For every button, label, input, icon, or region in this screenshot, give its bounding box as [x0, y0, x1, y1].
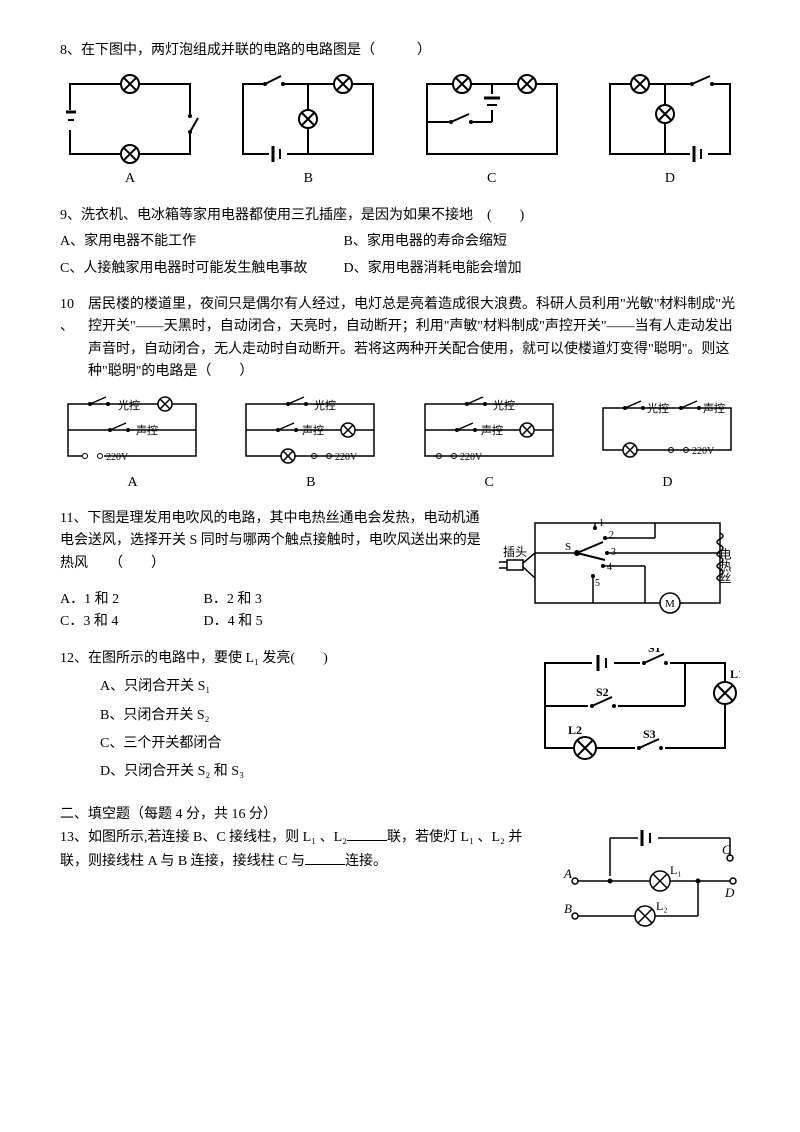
q9-opt-b: B、家用电器的寿命会缩短: [344, 231, 624, 253]
q8-text: 8、在下图中，两灯泡组成并联的电路的电路图是（ ）: [60, 40, 740, 62]
q13-p1: 13、如图所示,若连接 B、C 接线柱，则 L₁ 、L₂: [60, 830, 347, 845]
svg-text:L₁: L₁: [670, 863, 682, 877]
q8-label-c: C: [417, 168, 567, 190]
svg-text:光控: 光控: [314, 398, 336, 412]
svg-text:D: D: [724, 885, 735, 900]
q11-opt-c: C．3 和 4: [60, 611, 200, 633]
q10-label-a: A: [60, 472, 205, 494]
q10-label-d: D: [595, 472, 740, 494]
svg-text:L1: L1: [730, 667, 740, 681]
q10-stem: 居民楼的楼道里，夜间只是偶尔有人经过，电灯总是亮着造成很大浪费。科研人员利用"光…: [88, 294, 740, 384]
svg-text:5: 5: [595, 578, 600, 589]
q8-diagram-a: A: [60, 74, 200, 190]
q9-opt-d: D、家用电器消耗电能会增加: [344, 258, 624, 280]
svg-text:220V: 220V: [335, 452, 358, 463]
q13-blank-1[interactable]: [347, 826, 387, 841]
svg-text:光控: 光控: [493, 398, 515, 412]
svg-text:声控: 声控: [481, 423, 503, 437]
svg-text:S1: S1: [648, 648, 661, 655]
svg-text:声控: 声控: [302, 423, 324, 437]
question-12: S1 S2 L1 L2 S3 12、在图所示的电路中，要使 L₁ 发亮( ) A…: [60, 648, 740, 790]
svg-text:S3: S3: [643, 727, 656, 741]
q9-text: 9、洗衣机、电冰箱等家用电器都使用三孔插座，是因为如果不接地 ( ): [60, 205, 740, 227]
q13-blank-2[interactable]: [305, 850, 345, 865]
question-9: 9、洗衣机、电冰箱等家用电器都使用三孔插座，是因为如果不接地 ( ) A、家用电…: [60, 205, 740, 280]
q8-diagram-b: B: [233, 74, 383, 190]
q11-opt-b: B．2 和 3: [204, 589, 344, 611]
svg-text:声控: 声控: [703, 401, 725, 415]
q9-opt-c: C、人接触家用电器时可能发生触电事故: [60, 258, 340, 280]
question-8: 8、在下图中，两灯泡组成并联的电路的电路图是（ ）: [60, 40, 740, 191]
q11-plug-label: 插头: [503, 545, 527, 559]
svg-text:M: M: [665, 598, 675, 610]
q8-label-d: D: [600, 168, 740, 190]
question-11: 插头 1 2 3 4 5 S 电热丝: [60, 508, 740, 634]
svg-text:C: C: [722, 842, 731, 857]
q8-diagrams: A B: [60, 74, 740, 190]
q10-label-b: B: [238, 472, 383, 494]
q10-label-c: C: [417, 472, 562, 494]
q13-p3: 连接。: [345, 854, 387, 869]
svg-text:A: A: [563, 866, 572, 881]
svg-text:4: 4: [607, 562, 612, 573]
svg-text:2: 2: [609, 530, 614, 541]
q10a-v: 220V: [106, 452, 129, 463]
svg-text:1: 1: [599, 518, 604, 529]
q10-num: 10 、: [60, 294, 88, 384]
q8-diagram-d: D: [600, 74, 740, 190]
q11-opt-d: D．4 和 5: [204, 611, 344, 633]
svg-text:L₂: L₂: [656, 899, 668, 913]
question-10: 10 、 居民楼的楼道里，夜间只是偶尔有人经过，电灯总是亮着造成很大浪费。科研人…: [60, 294, 740, 494]
q12-figure: S1 S2 L1 L2 S3: [530, 648, 740, 763]
svg-text:220V: 220V: [460, 452, 483, 463]
q13-figure: C A L₁ D B L₂: [550, 826, 740, 936]
q8-diagram-c: C: [417, 74, 567, 190]
svg-text:S: S: [565, 541, 571, 553]
q10-diagram-b: 光控 声控 220V B: [238, 396, 383, 494]
q10-diagram-d: 光控 声控 220V D: [595, 396, 740, 494]
q11-figure: 插头 1 2 3 4 5 S 电热丝: [495, 508, 740, 618]
q10a-sound-label: 声控: [136, 423, 158, 437]
svg-text:光控: 光控: [647, 401, 669, 415]
q10-diagram-a: 光控 声控 220V A: [60, 396, 205, 494]
q11-opt-a: A．1 和 2: [60, 589, 200, 611]
q10-diagram-c: 光控 声控 220V C: [417, 396, 562, 494]
q12-opt-d: D、只闭合开关 S₂ 和 S₃: [60, 761, 740, 783]
question-13: C A L₁ D B L₂ 13、如图所示,若连接 B、C 接线柱，则 L₁ 、…: [60, 826, 740, 936]
section-2-heading: 二、填空题（每题 4 分，共 16 分）: [60, 804, 740, 826]
q8-label-b: B: [233, 168, 383, 190]
svg-text:电热丝: 电热丝: [718, 547, 732, 583]
q10-diagrams: 光控 声控 220V A 光控: [60, 396, 740, 494]
svg-text:B: B: [564, 901, 572, 916]
svg-text:L2: L2: [568, 723, 582, 737]
svg-text:S2: S2: [596, 685, 609, 699]
svg-text:220V: 220V: [692, 446, 715, 457]
q10a-light-label: 光控: [118, 398, 140, 412]
q8-label-a: A: [60, 168, 200, 190]
q9-opt-a: A、家用电器不能工作: [60, 231, 340, 253]
